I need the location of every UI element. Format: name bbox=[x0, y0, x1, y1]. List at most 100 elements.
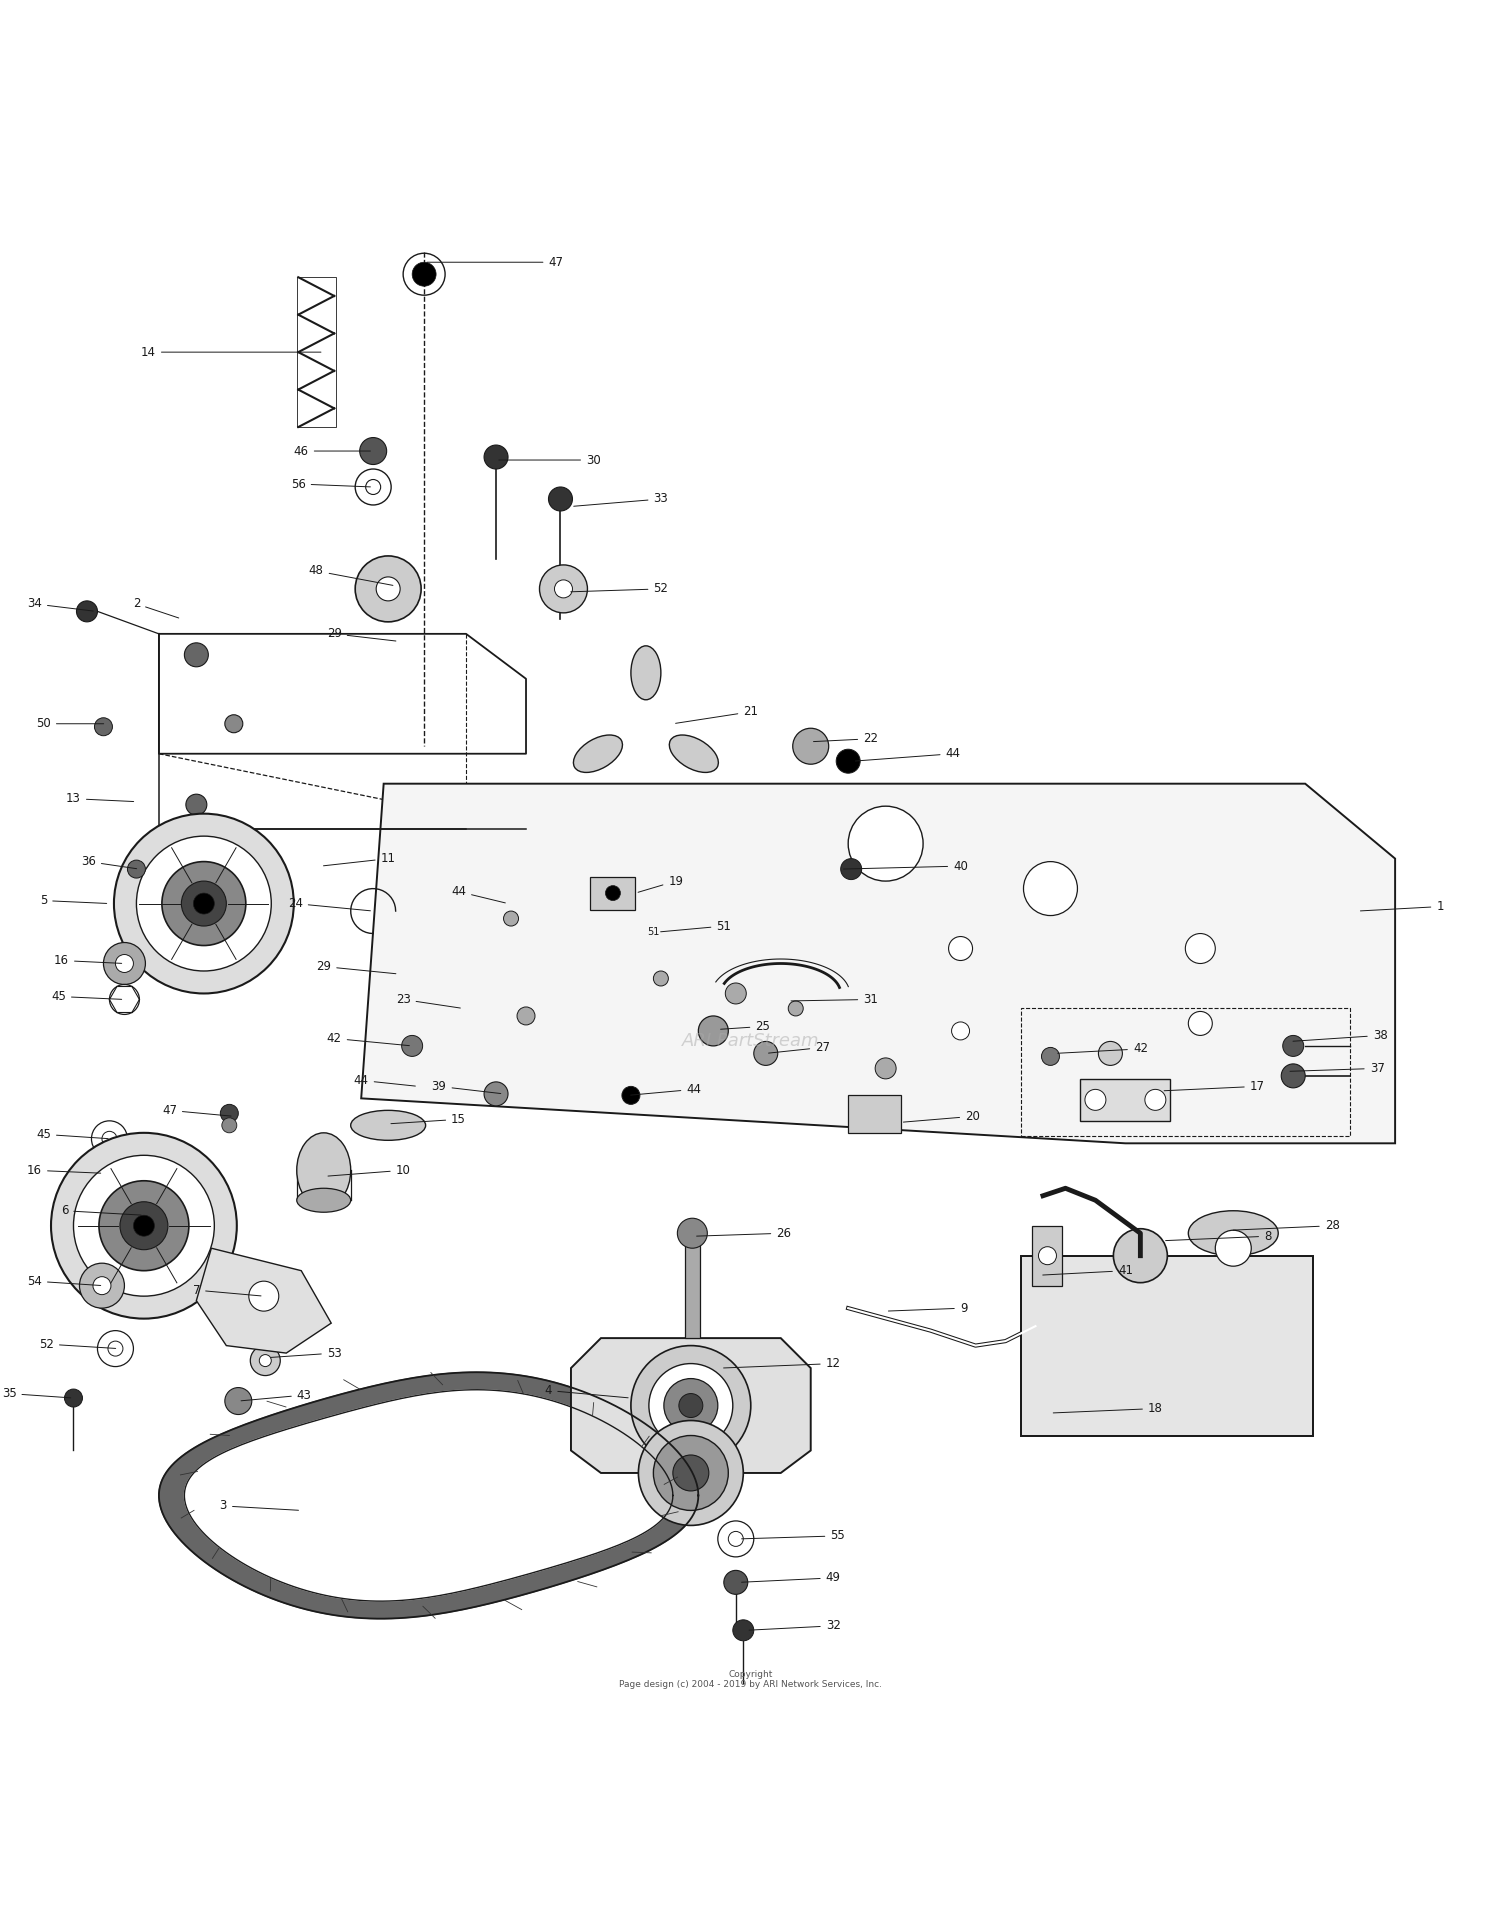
Text: 16: 16 bbox=[54, 954, 122, 967]
Circle shape bbox=[874, 1058, 896, 1079]
Polygon shape bbox=[362, 784, 1395, 1143]
Text: 20: 20 bbox=[903, 1110, 980, 1123]
Bar bbox=[1020, 1256, 1312, 1436]
Text: 51: 51 bbox=[660, 919, 730, 933]
Circle shape bbox=[754, 1041, 778, 1066]
Polygon shape bbox=[159, 1372, 699, 1619]
Text: 43: 43 bbox=[242, 1389, 312, 1401]
Ellipse shape bbox=[297, 1189, 351, 1212]
Text: 40: 40 bbox=[843, 859, 968, 873]
Text: 54: 54 bbox=[27, 1274, 100, 1287]
Text: 47: 47 bbox=[162, 1104, 231, 1118]
Circle shape bbox=[93, 1162, 114, 1183]
Circle shape bbox=[186, 794, 207, 815]
Text: 4: 4 bbox=[544, 1384, 628, 1397]
Circle shape bbox=[260, 1355, 272, 1366]
Circle shape bbox=[64, 1389, 82, 1407]
Text: 13: 13 bbox=[66, 792, 134, 805]
Circle shape bbox=[114, 813, 294, 994]
Text: 38: 38 bbox=[1293, 1029, 1388, 1043]
Text: 42: 42 bbox=[1058, 1043, 1148, 1056]
Bar bbox=[847, 1095, 900, 1133]
Text: 5: 5 bbox=[40, 894, 106, 908]
Ellipse shape bbox=[669, 734, 718, 773]
Circle shape bbox=[788, 1000, 802, 1016]
Text: 45: 45 bbox=[36, 1127, 108, 1141]
Text: 16: 16 bbox=[27, 1164, 100, 1177]
Text: 44: 44 bbox=[855, 748, 960, 761]
Polygon shape bbox=[572, 1337, 810, 1472]
Circle shape bbox=[1023, 861, 1077, 915]
Circle shape bbox=[792, 728, 828, 765]
Text: 7: 7 bbox=[192, 1283, 261, 1297]
Text: 22: 22 bbox=[813, 732, 877, 746]
Text: 19: 19 bbox=[638, 875, 684, 892]
Text: 35: 35 bbox=[2, 1387, 70, 1401]
Text: 42: 42 bbox=[327, 1033, 410, 1046]
Ellipse shape bbox=[351, 1110, 426, 1141]
Text: 30: 30 bbox=[500, 453, 602, 466]
Text: 49: 49 bbox=[741, 1571, 840, 1584]
Circle shape bbox=[504, 911, 519, 927]
Bar bbox=[1032, 1226, 1062, 1285]
Circle shape bbox=[184, 644, 209, 667]
Circle shape bbox=[1113, 1229, 1167, 1283]
Text: 37: 37 bbox=[1290, 1062, 1384, 1075]
Circle shape bbox=[650, 1364, 734, 1447]
Circle shape bbox=[674, 1455, 710, 1491]
Text: 39: 39 bbox=[432, 1079, 501, 1093]
Text: 33: 33 bbox=[573, 493, 669, 507]
Text: 12: 12 bbox=[723, 1357, 840, 1370]
Text: 52: 52 bbox=[570, 582, 669, 595]
Bar bbox=[1020, 1008, 1350, 1135]
Circle shape bbox=[80, 1264, 124, 1308]
Circle shape bbox=[1041, 1048, 1059, 1066]
Ellipse shape bbox=[1188, 1210, 1278, 1256]
Text: 44: 44 bbox=[354, 1073, 416, 1087]
Text: ARI PartStream: ARI PartStream bbox=[682, 1033, 819, 1050]
Circle shape bbox=[654, 971, 669, 987]
Text: 34: 34 bbox=[27, 597, 93, 611]
Text: 41: 41 bbox=[1042, 1264, 1132, 1278]
Circle shape bbox=[726, 983, 747, 1004]
Circle shape bbox=[94, 717, 112, 736]
Circle shape bbox=[194, 892, 214, 913]
Text: 29: 29 bbox=[327, 628, 396, 642]
Circle shape bbox=[413, 262, 436, 287]
Circle shape bbox=[549, 488, 573, 511]
Circle shape bbox=[116, 954, 134, 973]
Circle shape bbox=[99, 1181, 189, 1270]
Text: 50: 50 bbox=[36, 717, 104, 730]
Bar bbox=[1080, 1079, 1170, 1122]
Text: 53: 53 bbox=[272, 1347, 342, 1360]
Circle shape bbox=[734, 1621, 754, 1640]
Circle shape bbox=[74, 1156, 214, 1297]
Circle shape bbox=[104, 942, 146, 985]
Polygon shape bbox=[196, 1249, 332, 1353]
Circle shape bbox=[555, 580, 573, 597]
Text: 8: 8 bbox=[1166, 1229, 1272, 1243]
Text: 2: 2 bbox=[132, 597, 178, 619]
Circle shape bbox=[518, 1008, 536, 1025]
Text: 10: 10 bbox=[328, 1164, 411, 1177]
Circle shape bbox=[1144, 1089, 1166, 1110]
Text: 55: 55 bbox=[741, 1530, 844, 1542]
Circle shape bbox=[606, 886, 621, 900]
Text: 27: 27 bbox=[768, 1041, 830, 1054]
Circle shape bbox=[699, 1016, 729, 1046]
Circle shape bbox=[93, 1278, 111, 1295]
Text: 11: 11 bbox=[324, 852, 396, 865]
Circle shape bbox=[128, 859, 146, 879]
Text: 48: 48 bbox=[309, 565, 393, 586]
Text: 32: 32 bbox=[748, 1619, 840, 1632]
Circle shape bbox=[1282, 1035, 1304, 1056]
Circle shape bbox=[622, 1087, 640, 1104]
Text: 15: 15 bbox=[392, 1112, 466, 1125]
Circle shape bbox=[360, 437, 387, 464]
Circle shape bbox=[1281, 1064, 1305, 1089]
Bar bbox=[297, 277, 336, 428]
Circle shape bbox=[376, 576, 400, 601]
Circle shape bbox=[484, 445, 508, 468]
Circle shape bbox=[162, 861, 246, 946]
Circle shape bbox=[948, 937, 972, 960]
